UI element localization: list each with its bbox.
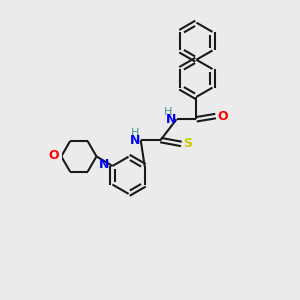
Text: S: S xyxy=(183,137,192,150)
Text: H: H xyxy=(131,128,139,137)
Text: N: N xyxy=(166,113,176,126)
Text: N: N xyxy=(130,134,141,147)
Text: O: O xyxy=(217,110,228,123)
Text: N: N xyxy=(98,158,109,171)
Text: O: O xyxy=(49,149,59,162)
Text: H: H xyxy=(164,107,173,117)
